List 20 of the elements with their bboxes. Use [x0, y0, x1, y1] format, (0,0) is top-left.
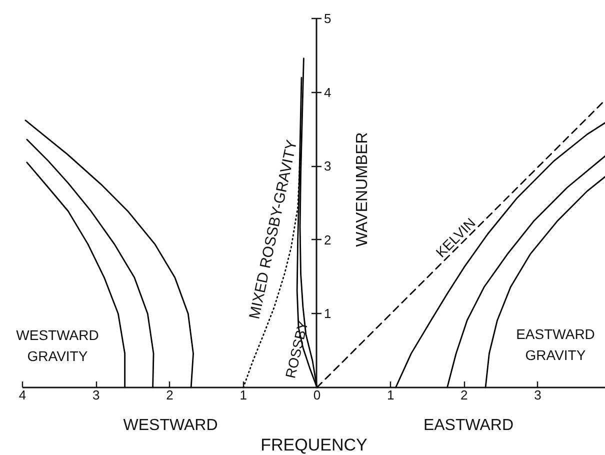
y-tick-label: 1 [324, 306, 332, 322]
x-tick-label: 2 [460, 388, 468, 402]
x-tick-label: 0 [313, 388, 321, 402]
x-tick-label: 1 [386, 388, 394, 402]
x-tick-label: 2 [166, 388, 174, 402]
x-tick-label: 3 [92, 388, 100, 402]
text: WESTWARD [123, 417, 218, 434]
x-tick-label: 3 [534, 388, 542, 402]
text: EASTWARD [423, 417, 514, 434]
annotation: WESTWARD GRAVITY [16, 327, 99, 364]
x-axis-title: FREQUENCY [260, 436, 368, 454]
annotation: ROSSBY [282, 318, 312, 380]
x-tick-label: 1 [240, 388, 247, 402]
x-tick-label: 4 [18, 388, 26, 402]
y-tick-label: 3 [324, 158, 332, 174]
annotation: EASTWARD GRAVITY [516, 326, 595, 363]
y-tick-label: 4 [324, 84, 332, 100]
y-axis-title: WAVENUMBER [354, 132, 371, 247]
y-tick-label: 2 [324, 232, 332, 248]
y-tick-label: 5 [324, 11, 332, 26]
